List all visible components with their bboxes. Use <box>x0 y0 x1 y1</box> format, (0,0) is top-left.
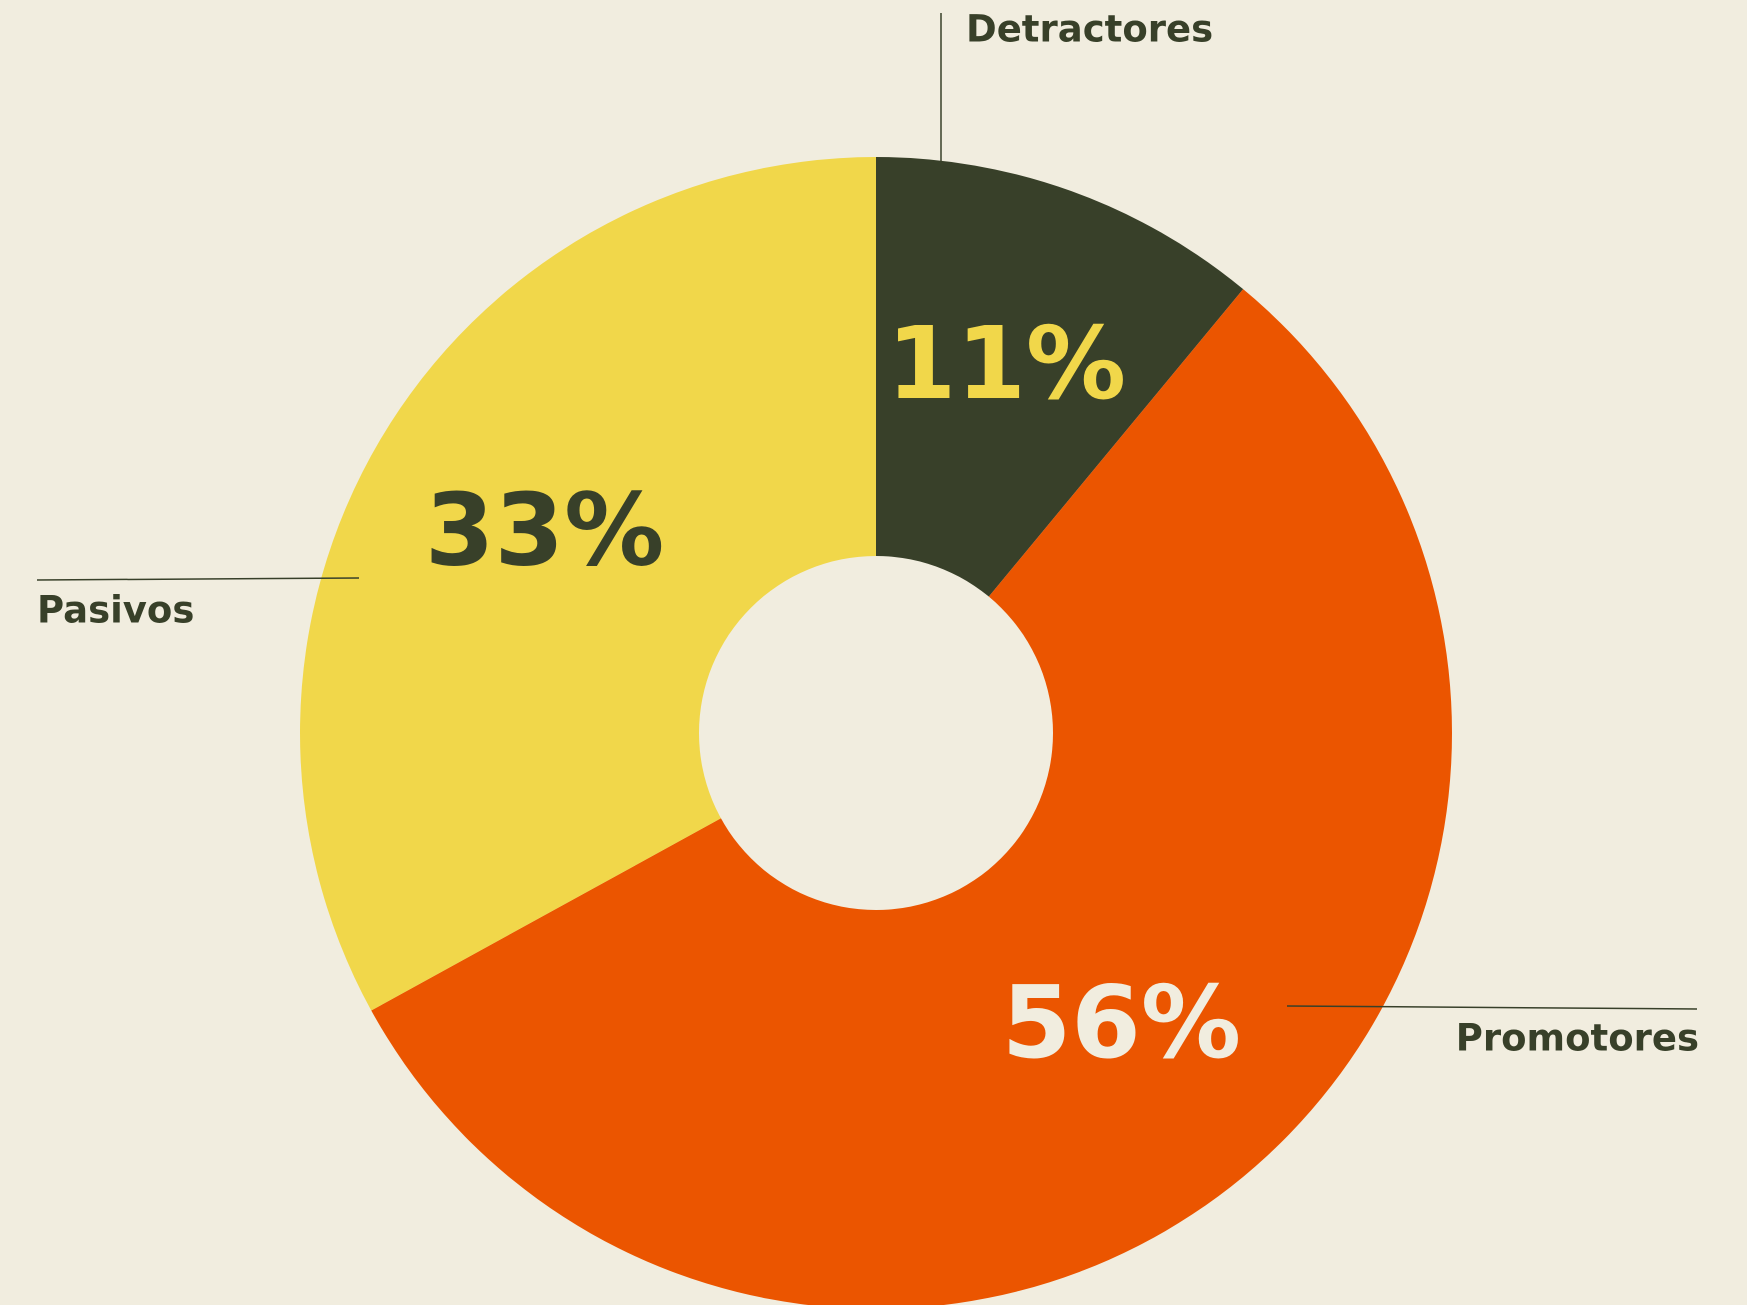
leader-line <box>36 577 360 581</box>
donut-hole <box>699 556 1053 910</box>
leader-line <box>1286 1005 1698 1010</box>
category-label: Pasivos <box>37 589 194 632</box>
category-label: Detractores <box>966 8 1213 51</box>
data-label: 33% <box>425 471 664 588</box>
data-label: 11% <box>887 305 1126 422</box>
data-label: 56% <box>1002 964 1241 1081</box>
category-label: Promotores <box>1456 1017 1699 1060</box>
